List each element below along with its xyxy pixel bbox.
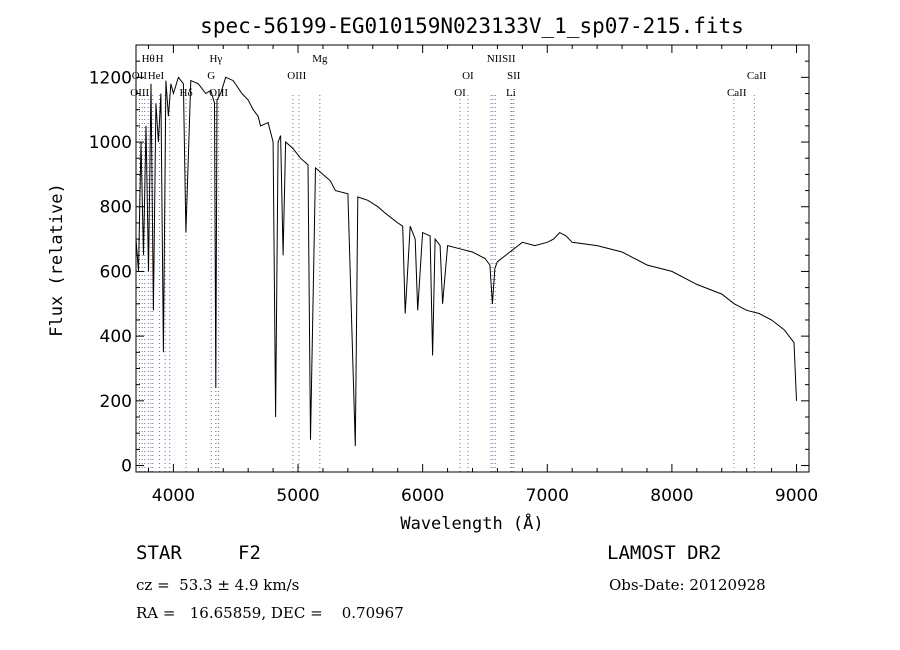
line-label-6: HeI [148,70,165,82]
line-labels: Hθ H Hγ Mg NIISII OII HeI G OIII OI SII CaII OIII Hδ O… [130,53,766,99]
line-label-14: OIII [209,87,228,99]
object-type: STAR [136,542,182,564]
x-tick-label-7000: 7000 [526,486,569,506]
y-tick-label-600: 600 [100,262,132,282]
y-tick-label-1200: 1200 [89,68,132,88]
obs-date: Obs-Date: 20120928 [609,576,766,594]
line-label-9: OI [462,70,474,82]
x-tick-label-4000: 4000 [152,486,195,506]
y-axis-ticks: 0 200 400 600 800 1000 1200 [89,60,809,477]
survey-name: LAMOST DR2 [607,542,722,564]
line-label-17: CaII [727,87,747,99]
x-tick-label-8000: 8000 [650,486,693,506]
line-label-13: Hδ [180,87,193,99]
line-label-5: OII [132,70,148,82]
line-label-3: Mg [312,53,328,65]
line-label-0: Hθ [142,53,155,65]
y-axis-label: Flux (relative) [47,183,67,337]
spectrum-series [135,76,797,447]
y-tick-label-1000: 1000 [89,133,132,153]
line-label-16: Li [506,87,516,99]
x-tick-label-9000: 9000 [775,486,818,506]
line-label-10: SII [507,70,521,82]
y-tick-label-200: 200 [100,392,132,412]
chart-title: spec-56199-EG010159N023133V_1_sp07-215.f… [200,14,744,38]
line-label-11: CaII [747,70,767,82]
y-tick-label-800: 800 [100,198,132,218]
line-markers [138,95,755,472]
spectrum-line-0 [135,76,797,447]
x-axis-label: Wavelength (Å) [400,512,543,534]
plot-frame [135,44,810,473]
redshift-text: cz = 53.3 ± 4.9 km/s [136,576,300,594]
spectral-subclass: F2 [238,542,261,564]
coordinates: RA = 16.65859, DEC = 0.70967 [136,604,404,622]
line-label-1: H [156,53,164,65]
y-tick-label-400: 400 [100,327,132,347]
line-label-2: Hγ [209,53,222,65]
line-label-15: OI [454,87,466,99]
line-label-8: OIII [287,70,306,82]
x-tick-label-5000: 5000 [276,486,319,506]
line-label-12: OIII [130,87,149,99]
x-tick-label-6000: 6000 [401,486,444,506]
line-label-4: NIISII [487,53,516,65]
line-label-7: G [207,70,215,82]
x-axis-ticks: 4000 5000 6000 7000 8000 9000 [147,45,818,506]
y-tick-label-0: 0 [121,457,132,477]
